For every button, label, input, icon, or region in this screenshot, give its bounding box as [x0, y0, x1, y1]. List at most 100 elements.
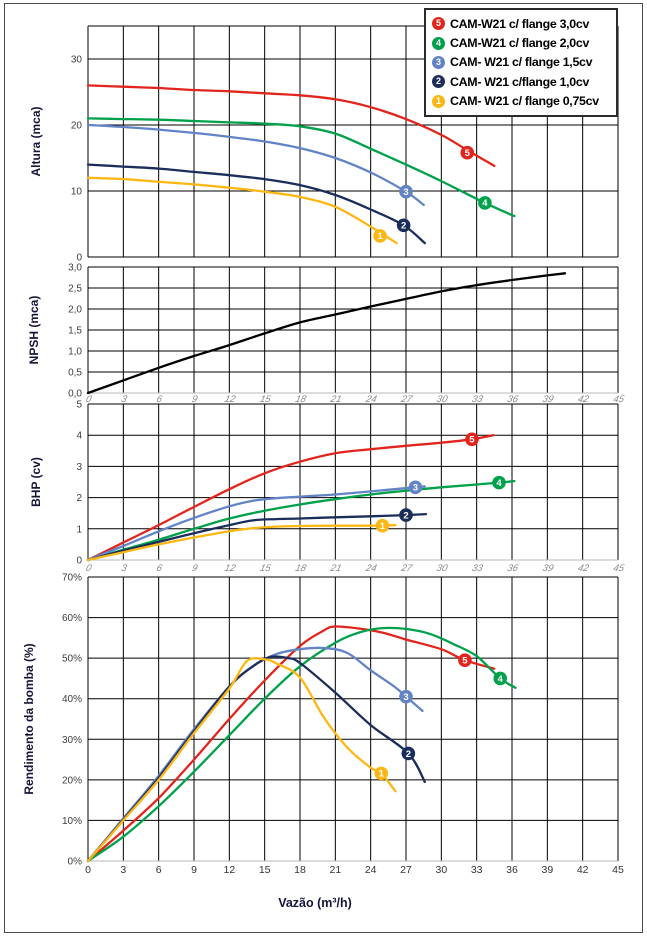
y-tick-label: 1 [76, 524, 82, 535]
x-tick-label: 33 [471, 563, 485, 574]
x-tick-label: 18 [294, 563, 308, 574]
legend-label: CAM- W21 c/flange 1,0cv [450, 74, 590, 89]
rendimento-curve-1 [86, 657, 397, 863]
y-tick-label: 20% [62, 775, 82, 786]
bhp-marker-5: 5 [465, 432, 479, 447]
rendimento-curve-4 [86, 626, 517, 863]
x-tick-label: 27 [399, 394, 414, 405]
x-tick-label: 27 [400, 864, 412, 876]
altura-curve-4 [86, 117, 516, 218]
x-tick-label: 0 [85, 864, 91, 876]
legend-marker-5: 5 [432, 17, 445, 31]
x-axis-title: Vazão (m³/h) [278, 896, 352, 910]
y-tick-label: 40% [62, 694, 82, 705]
y-tick-label: 2,5 [68, 284, 82, 295]
svg-text:3: 3 [403, 187, 408, 198]
npsh-y-axis-title: NPSH (mca) [27, 296, 41, 365]
x-tick-label: 21 [329, 864, 341, 876]
legend-item-4: 4 CAM-W21 c/ flange 2,0cv [432, 33, 612, 52]
legend-label: CAM- W21 c/ flange 1,5cv [450, 55, 593, 70]
legend-marker-3: 3 [432, 55, 445, 69]
x-tick-label: 21 [328, 563, 342, 574]
svg-text:2: 2 [406, 749, 411, 760]
x-tick-label: 39 [541, 864, 553, 876]
svg-text:3: 3 [413, 483, 418, 494]
x-tick-label: 12 [223, 394, 237, 405]
x-tick-label: 45 [612, 864, 624, 876]
legend-item-1: 1 CAM- W21 c/ flange 0,75cv [432, 92, 612, 111]
legend-label: CAM-W21 c/ flange 2,0cv [450, 36, 590, 51]
y-tick-label: 20 [71, 121, 83, 132]
bhp-marker-2: 2 [399, 508, 413, 522]
bhp-marker-3: 3 [408, 480, 423, 495]
x-tick-row-3: 0 3 6 9 12 15 18 21 24 27 30 33 36 39 42 45 [85, 864, 624, 876]
rendimento-grid [87, 576, 619, 862]
y-tick-label: 4 [76, 431, 82, 442]
rendimento-y-axis-title: Rendimento da bomba (%) [22, 643, 36, 794]
x-tick-label: 30 [435, 864, 447, 876]
y-tick-label: 0,5 [68, 368, 82, 379]
x-tick-label: 24 [364, 394, 378, 405]
npsh-curve-npsh [86, 272, 567, 395]
bhp-curve-5 [86, 434, 495, 562]
svg-text:1: 1 [379, 769, 385, 780]
altura-marker-2: 2 [396, 218, 411, 233]
x-tick-label: 9 [191, 563, 200, 574]
x-tick-label: 12 [223, 864, 235, 876]
bhp-curve-4 [86, 479, 516, 562]
bhp-curve-3 [86, 485, 426, 562]
x-tick-label: 18 [294, 394, 308, 405]
svg-text:5: 5 [465, 148, 471, 159]
bhp-chart: 0 1 2 3 4 5 BHP (cv) 5 4 3 2 1 [29, 400, 619, 567]
x-tick-label: 33 [471, 394, 485, 405]
rendimento-marker-5: 5 [458, 653, 472, 667]
rendimento-chart: 0% 10% 20% 30% 40% 50% 60% 70% Rendimento da bom… [22, 573, 619, 868]
x-tick-label: 45 [612, 394, 626, 405]
x-tick-label: 9 [191, 864, 197, 876]
altura-chart: 0 10 20 30 Altura (mca) 5 4 3 2 1 [29, 25, 619, 264]
y-tick-label: 1,0 [68, 347, 82, 358]
x-tick-label: 9 [191, 394, 200, 405]
x-tick-row-1: 0 3 6 9 12 15 18 21 24 27 30 33 36 39 42 45 [85, 394, 626, 405]
altura-marker-4: 4 [478, 196, 492, 210]
svg-text:1: 1 [380, 521, 386, 532]
altura-curve-2 [86, 163, 426, 245]
bhp-y-axis-title: BHP (cv) [29, 457, 43, 507]
legend-item-3: 3 CAM- W21 c/ flange 1,5cv [432, 53, 612, 72]
y-tick-label: 5 [76, 400, 82, 411]
altura-marker-5: 5 [460, 145, 475, 160]
legend-item-5: 5 CAM-W21 c/ flange 3,0cv [432, 14, 612, 33]
altura-curve-3 [86, 123, 425, 207]
svg-text:1: 1 [377, 231, 383, 242]
x-tick-label: 0 [85, 563, 94, 574]
bhp-marker-4: 4 [492, 475, 506, 490]
x-tick-label: 30 [435, 394, 449, 405]
x-tick-label: 21 [328, 394, 342, 405]
x-tick-label: 6 [156, 864, 162, 876]
altura-marker-1: 1 [373, 229, 387, 243]
rendimento-curve-5 [86, 625, 496, 863]
x-tick-label: 30 [435, 563, 449, 574]
x-tick-row-2: 0 3 6 9 12 15 18 21 24 27 30 33 36 39 42 45 [85, 563, 626, 574]
x-tick-label: 6 [155, 394, 164, 405]
y-tick-label: 0% [68, 857, 83, 868]
x-tick-label: 45 [612, 563, 626, 574]
y-tick-label: 0 [76, 556, 82, 567]
legend-item-2: 2 CAM- W21 c/flange 1,0cv [432, 72, 612, 91]
y-tick-label: 3,0 [68, 263, 82, 274]
svg-text:5: 5 [469, 435, 475, 446]
y-tick-label: 10% [62, 816, 82, 827]
rendimento-marker-4: 4 [493, 671, 508, 686]
y-tick-label: 2,0 [68, 305, 82, 316]
y-tick-label: 60% [62, 613, 82, 624]
y-tick-label: 50% [62, 654, 82, 665]
x-tick-label: 15 [259, 394, 273, 405]
y-tick-label: 0 [76, 253, 82, 264]
altura-y-axis-title: Altura (mca) [29, 106, 43, 176]
x-tick-label: 36 [506, 394, 520, 405]
y-tick-label: 30 [71, 55, 83, 66]
rendimento-marker-2: 2 [401, 746, 416, 761]
y-tick-label: 1,5 [68, 326, 82, 337]
x-tick-label: 15 [259, 563, 273, 574]
